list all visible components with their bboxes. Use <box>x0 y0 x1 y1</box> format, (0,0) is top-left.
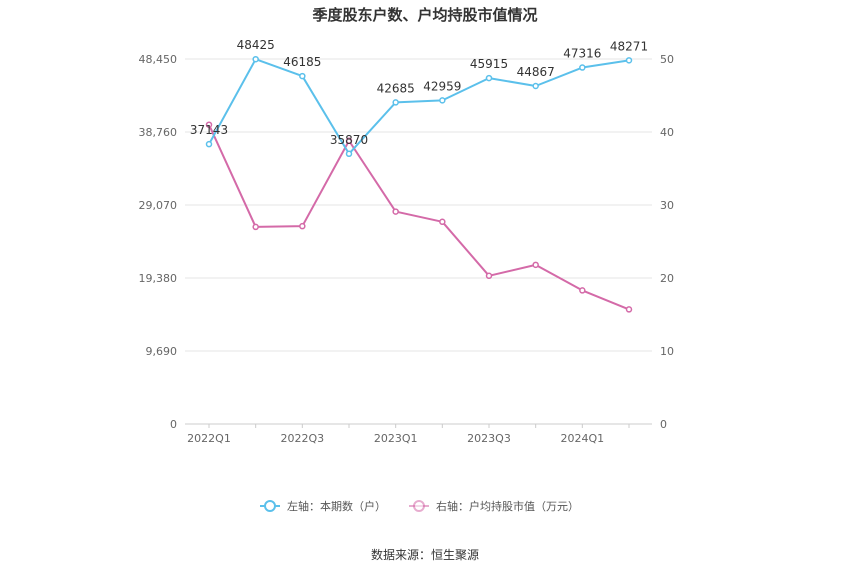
y-right-tick-label: 10 <box>660 345 674 358</box>
x-tick-label: 2022Q3 <box>281 432 325 445</box>
y-right-tick-label: 0 <box>660 418 667 431</box>
source-text: 数据来源：恒生聚源 <box>371 547 479 562</box>
chart-title: 季度股东户数、户均持股市值情况 <box>312 6 537 24</box>
x-tick-label: 2022Q1 <box>187 432 231 445</box>
data-label: 48425 <box>237 38 275 52</box>
data-point-right <box>392 208 399 215</box>
series-line-left <box>208 58 630 155</box>
legend-marker <box>264 500 276 512</box>
grid-lines <box>185 58 652 352</box>
data-point-right <box>485 272 493 280</box>
data-label: 46185 <box>283 55 321 69</box>
data-label: 42959 <box>423 79 461 93</box>
data-label: 45915 <box>470 57 508 71</box>
data-point-left <box>205 140 213 148</box>
data-label: 35870 <box>330 133 368 147</box>
legend: 左轴：本期数（户） 右轴：户均持股市值（万元） <box>260 499 579 513</box>
data-point-left <box>439 97 446 104</box>
data-point-left <box>579 64 586 71</box>
data-label: 44867 <box>517 65 555 79</box>
y-right-tick-label: 50 <box>660 53 674 66</box>
data-label: 47316 <box>563 47 601 61</box>
legend-marker <box>413 500 425 512</box>
y-right-tick-label: 40 <box>660 126 674 139</box>
data-point-left <box>625 57 633 64</box>
data-point-right <box>579 287 586 294</box>
data-label: 48271 <box>610 39 648 53</box>
data-point-left <box>392 99 399 106</box>
y-left-tick-label: 9,690 <box>146 345 178 358</box>
data-point-left <box>252 55 259 63</box>
data-label: 37143 <box>190 123 228 137</box>
data-point-left <box>299 72 306 80</box>
legend-label: 右轴：户均持股市值（万元） <box>436 499 579 513</box>
y-left-tick-label: 19,380 <box>139 272 178 285</box>
series-layer: 37143 48425 46185 35870 42685 42959 45915 44867… <box>190 38 648 313</box>
x-tick-label: 2023Q1 <box>374 432 418 445</box>
axes: 0 9,690 19,380 29,070 38,760 48,450 0 10 20 30 40 5… <box>139 53 675 445</box>
y-right-tick-label: 30 <box>660 199 674 212</box>
data-point-right <box>625 306 633 313</box>
data-point-right <box>345 137 353 145</box>
data-point-right <box>439 218 446 226</box>
y-right-tick-label: 20 <box>660 272 674 285</box>
data-point-left <box>345 150 353 158</box>
data-label: 42685 <box>377 81 415 95</box>
data-point-right <box>252 223 259 231</box>
data-point-right <box>205 121 213 128</box>
y-left-tick-label: 29,070 <box>139 199 178 212</box>
data-point-left <box>485 74 493 82</box>
y-left-tick-label: 0 <box>170 418 177 431</box>
x-tick-label: 2023Q3 <box>467 432 511 445</box>
y-left-tick-label: 38,760 <box>139 126 178 139</box>
data-point-left <box>532 82 539 90</box>
data-point-right <box>299 222 306 230</box>
series-line-right <box>208 124 630 311</box>
data-point-right <box>532 261 539 269</box>
legend-label: 左轴：本期数（户） <box>287 499 386 513</box>
y-left-tick-label: 48,450 <box>139 53 178 66</box>
x-tick-label: 2024Q1 <box>561 432 605 445</box>
